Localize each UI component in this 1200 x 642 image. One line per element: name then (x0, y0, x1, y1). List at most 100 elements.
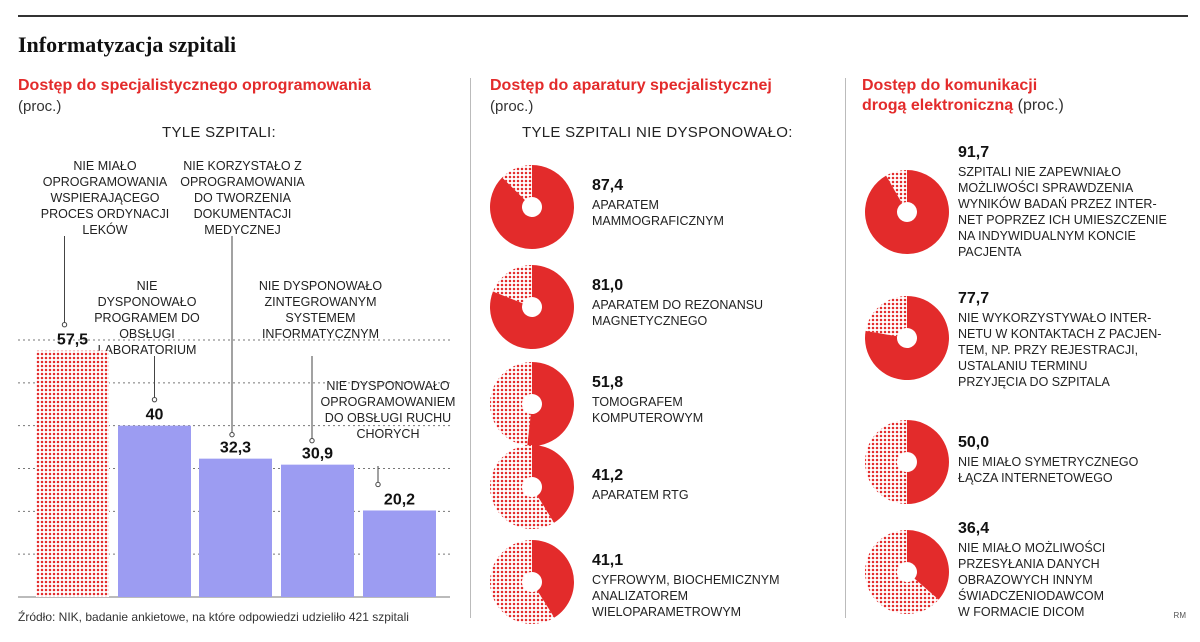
divider-1 (470, 78, 471, 618)
source-note: Źródło: NIK, badanie ankietowe, na które… (18, 610, 409, 624)
donut-description: NIE WYKORZYSTYWAŁO INTER- NETU W KONTAKTA… (958, 310, 1161, 390)
donut-chart (865, 530, 949, 614)
donut-description: APARATEM MAMMOGRAFICZNYM (592, 197, 724, 229)
donut-description-line: WYNIKÓW BADAŃ PRZEZ INTER- (958, 197, 1157, 211)
donut-description-line: ŁĄCZA INTERNETOWEGO (958, 471, 1113, 485)
bar-value-label: 30,9 (302, 446, 333, 463)
donut-value-label: 41,2 (592, 467, 624, 484)
panel3-title-line1: Dostęp do komunikacji (862, 77, 1038, 94)
donut-description-line: USTALANIU TERMINU (958, 359, 1088, 373)
donut-remainder-slice (492, 265, 532, 304)
bar-category-1: NIE MIAŁO OPROGRAMOWANIA WSPIERAJĄCEGO P… (40, 159, 170, 237)
bar-category-4: NIE DYSPONOWAŁO ZINTEGROWANYM SYSTEMEM I… (258, 279, 383, 341)
donut-description-line: NIE WYKORZYSTYWAŁO INTER- (958, 311, 1152, 325)
donut-description-line: NA INDYWIDUALNYM KONCIE (958, 229, 1136, 243)
bar (199, 458, 272, 597)
donut-remainder-slice (502, 165, 532, 200)
leader-dot (229, 431, 235, 438)
donut-description-line: WIELOPARAMETROWYM (592, 605, 742, 619)
bar-value-label: 57,5 (57, 332, 88, 349)
donut-value-slice (490, 165, 574, 249)
donut-value-label: 50,0 (958, 434, 990, 451)
donut-description: TOMOGRAFEM KOMPUTEROWYM (592, 394, 703, 426)
donut-chart (865, 296, 949, 380)
donut-chart (490, 265, 574, 349)
donut-description-line: PRZESYŁANIA DANYCH (958, 557, 1100, 571)
credit: RM (1173, 611, 1186, 620)
donut-description-line: NIE MIAŁO SYMETRYCZNEGO (958, 455, 1139, 469)
donut-remainder-slice (886, 170, 907, 204)
donut-description-line: OBRAZOWYCH INNYM (958, 573, 1093, 587)
donut-description: NIE MIAŁO SYMETRYCZNEGO ŁĄCZA INTERNETOWE… (958, 454, 1138, 486)
bar-value-label: 40 (146, 407, 164, 424)
panel3-title-line2: drogą elektroniczną (862, 97, 1014, 114)
leader-dot (375, 481, 381, 488)
bar-annotation-1: NIE MIAŁO OPROGRAMOWANIA WSPIERAJĄCEGO P… (40, 158, 170, 238)
donut-chart (490, 540, 574, 624)
top-rule (18, 15, 1188, 17)
donut-description-line: KOMPUTEROWYM (592, 411, 704, 425)
donut-value-label: 36,4 (958, 520, 990, 537)
donut-remainder-slice (490, 540, 555, 624)
donut-description-line: CYFROWYM, BIOCHEMICZNYM (592, 573, 780, 587)
panel1-title: Dostęp do specjalistycznego oprogramowan… (18, 77, 371, 94)
donut-chart (490, 362, 574, 446)
panel1-header: TYLE SZPITALI: (162, 124, 276, 141)
donut-description-line: APARATEM RTG (592, 488, 689, 502)
panel2-unit: (proc.) (490, 98, 534, 115)
donut-value-slice (907, 420, 949, 504)
leader-dot (61, 322, 68, 328)
leader-dot (151, 396, 158, 403)
donut-description-line: SZPITALI NIE ZAPEWNIAŁO (958, 165, 1121, 179)
donut-value-label: 91,7 (958, 144, 990, 161)
donut-description-line: PACJENTA (958, 245, 1022, 259)
donut-description-line: TOMOGRAFEM (592, 395, 683, 409)
donut-chart (490, 445, 574, 529)
donut-remainder-slice (490, 362, 532, 446)
donut-value-slice (907, 530, 949, 600)
donut-description-line: MAMMOGRAFICZNYM (592, 214, 724, 228)
donut-chart (864, 420, 949, 504)
bar-chart: 57,5 40 32,3 30,9 20,2 (18, 236, 450, 598)
panel2-title: Dostęp do aparatury specjalistycznej (490, 77, 772, 94)
donut-value-label: 41,1 (592, 552, 624, 569)
donut-value-label: 77,7 (958, 290, 990, 307)
donut-description-line: NETU W KONTAKTACH Z PACJEN- (958, 327, 1162, 341)
divider-2 (845, 78, 846, 618)
leader-dot (309, 437, 315, 444)
donut-description-line: ANALIZATOREM (592, 589, 689, 603)
donut-description: SZPITALI NIE ZAPEWNIAŁO MOŻLIWOŚCI SPRAWD… (958, 164, 1167, 260)
donut-description-line: APARATEM DO REZONANSU (592, 298, 764, 312)
donut-description: APARATEM DO REZONANSU MAGNETYCZNEGO (592, 297, 763, 329)
bar (118, 425, 191, 597)
donut-value-slice (490, 265, 574, 349)
donut-remainder-slice (864, 420, 907, 504)
panel3-title: Dostęp do komunikacji drogą elektroniczn… (862, 76, 1064, 116)
page-title: Informatyzacja szpitali (18, 32, 237, 57)
donut-chart (490, 165, 574, 249)
donut-description-line: ŚWIADCZENIODAWCOM (958, 589, 1105, 603)
donut-chart (865, 170, 949, 254)
donut-description: CYFROWYM, BIOCHEMICZNYM ANALIZATOREM WIELO… (592, 572, 780, 620)
donut-remainder-slice (490, 445, 555, 529)
donut-value-slice (527, 362, 574, 446)
donut-description-line: PRZYJĘCIA DO SZPITALA (958, 375, 1110, 389)
bar-annotation-4: NIE DYSPONOWAŁO ZINTEGROWANYM SYSTEMEM I… (258, 278, 383, 342)
donut-description-line: NIE MIAŁO MOŻLIWOŚCI (958, 541, 1106, 555)
donut-remainder-slice (865, 296, 907, 337)
bar-category-2: NIE DYSPONOWAŁO PROGRAMEM DO OBSŁUGI LAB… (94, 279, 200, 357)
bar-value-label: 32,3 (220, 440, 251, 457)
donut-remainder-slice (865, 530, 939, 614)
donut-value-label: 87,4 (592, 177, 624, 194)
panel3-unit: (proc.) (1017, 97, 1064, 114)
donut-description-line: APARATEM (592, 198, 659, 212)
panel2-header: TYLE SZPITALI NIE DYSPONOWAŁO: (522, 124, 793, 141)
donut-description-line: NET POPRZEZ ICH UMIESZCZENIE (958, 213, 1167, 227)
donut-description-line: TEM, NP. PRZY REJESTRACJI, (958, 343, 1139, 357)
donut-value-label: 51,8 (592, 374, 624, 391)
bar-category-3: NIE KORZYSTAŁO Z OPROGRAMOWANIA DO TWORZ… (180, 159, 305, 237)
donut-description: NIE MIAŁO MOŻLIWOŚCI PRZESYŁANIA DANYCH OB… (958, 540, 1105, 620)
donut-description-line: MOŻLIWOŚCI SPRAWDZENIA (958, 181, 1134, 195)
donut-description-line: MAGNETYCZNEGO (592, 314, 708, 328)
donut-value-slice (865, 296, 949, 380)
